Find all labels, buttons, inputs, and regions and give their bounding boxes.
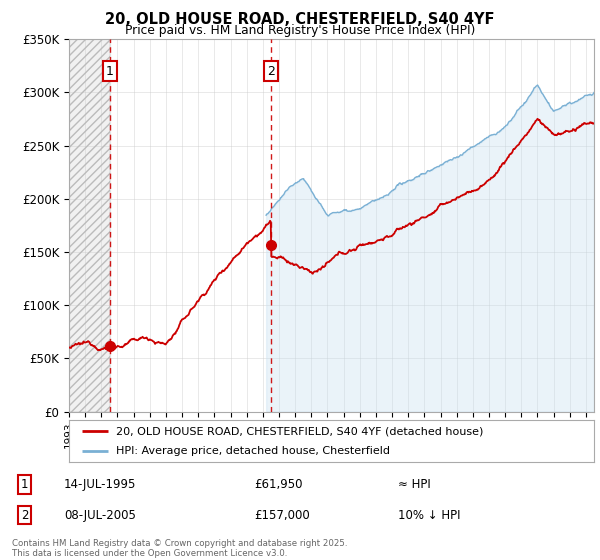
Text: 14-JUL-1995: 14-JUL-1995 xyxy=(64,478,136,491)
Text: Contains HM Land Registry data © Crown copyright and database right 2025.
This d: Contains HM Land Registry data © Crown c… xyxy=(12,539,347,558)
Text: 20, OLD HOUSE ROAD, CHESTERFIELD, S40 4YF: 20, OLD HOUSE ROAD, CHESTERFIELD, S40 4Y… xyxy=(105,12,495,27)
Text: £157,000: £157,000 xyxy=(254,508,310,521)
Bar xyxy=(69,39,110,412)
Text: HPI: Average price, detached house, Chesterfield: HPI: Average price, detached house, Ches… xyxy=(116,446,390,456)
Text: ≈ HPI: ≈ HPI xyxy=(398,478,431,491)
Text: 20, OLD HOUSE ROAD, CHESTERFIELD, S40 4YF (detached house): 20, OLD HOUSE ROAD, CHESTERFIELD, S40 4Y… xyxy=(116,426,484,436)
Text: 08-JUL-2005: 08-JUL-2005 xyxy=(64,508,136,521)
Text: 1: 1 xyxy=(106,64,114,78)
Text: 2: 2 xyxy=(268,64,275,78)
Text: 2: 2 xyxy=(21,508,28,521)
Text: 1: 1 xyxy=(21,478,28,491)
Text: £61,950: £61,950 xyxy=(254,478,302,491)
Text: Price paid vs. HM Land Registry's House Price Index (HPI): Price paid vs. HM Land Registry's House … xyxy=(125,24,475,37)
Text: 10% ↓ HPI: 10% ↓ HPI xyxy=(398,508,460,521)
Bar xyxy=(69,39,110,412)
